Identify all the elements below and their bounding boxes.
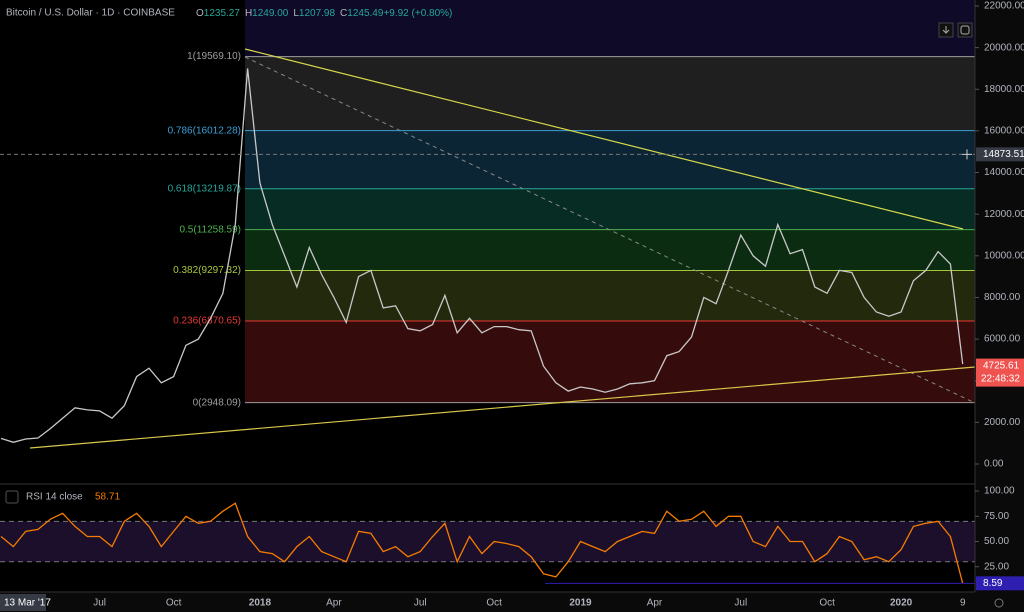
y-tick-label: 100.00 <box>984 486 1015 497</box>
zone-top <box>245 0 975 57</box>
y-tick-label: 25.00 <box>984 561 1009 572</box>
x-tick-label: Oct <box>166 598 182 609</box>
y-tick-label: 8000.00 <box>984 292 1021 303</box>
ohlc-key: L <box>293 8 299 19</box>
rsi-title: RSI 14 close <box>26 492 83 503</box>
fib-trend-line <box>244 56 976 404</box>
series-line <box>0 502 964 584</box>
ohlc-key: C <box>340 8 347 19</box>
ohlc-value: 1207.98 <box>299 8 336 19</box>
fullscreen-button[interactable] <box>957 22 973 38</box>
fib-zone <box>245 270 975 321</box>
x-tick-label: Oct <box>486 598 502 609</box>
ohlc-key: O <box>196 8 204 19</box>
x-tick-label: 2020 <box>890 598 913 609</box>
fullscreen-icon <box>960 25 970 35</box>
rsi-legend: RSI 14 close 58.71 <box>5 490 120 504</box>
ohlc-values: O1235.27 H1249.00 L1207.98 C1245.49+9.92 (+… <box>196 8 452 19</box>
x-tick-label: Apr <box>326 598 342 609</box>
rsi-legend-value: 58.71 <box>95 492 120 503</box>
y-tick-label: 22000.00 <box>984 1 1024 12</box>
last-price: 4725.61 <box>983 360 1020 371</box>
y-tick-label: 16000.00 <box>984 126 1024 137</box>
crosshair-cross <box>962 149 972 160</box>
ohlc-value: 1249.00 <box>252 8 289 19</box>
crosshair-value: 14873.51 <box>983 149 1024 160</box>
y-tick-label: 10000.00 <box>984 250 1024 261</box>
y-tick-label: 0.00 <box>984 459 1004 470</box>
fib-label: 0.382(9297.32) <box>173 265 241 276</box>
y-tick-label: 75.00 <box>984 511 1009 522</box>
x-tick-label: Jul <box>734 598 747 609</box>
ohlc-value: 1235.27 <box>204 8 241 19</box>
time-axis <box>0 592 1024 612</box>
x-tick-label: 2019 <box>569 598 592 609</box>
fib-label: 0.5(11258.59) <box>179 224 241 235</box>
crosshair-badge <box>976 147 1024 162</box>
fib-zone <box>245 229 975 271</box>
fib-zone <box>245 320 975 403</box>
fib-zone <box>245 56 975 131</box>
last-price-badge <box>976 358 1024 387</box>
y-tick-label: 12000.00 <box>984 209 1024 220</box>
fib-label: 0.786(16012.28) <box>168 125 241 136</box>
value-badge <box>976 576 1024 591</box>
series-line <box>0 68 964 443</box>
date-badge <box>0 594 46 611</box>
settings-button[interactable] <box>994 598 1004 608</box>
y-tick-label: 14000.00 <box>984 167 1024 178</box>
ohlc-value: +9.92 (+0.80%) <box>383 8 452 19</box>
x-tick-label: 9 <box>960 598 966 609</box>
ohlc-key: H <box>245 8 252 19</box>
x-tick-label: 2018 <box>249 598 272 609</box>
fib-label: 1(19569.10) <box>187 51 241 62</box>
trend-line <box>29 366 976 449</box>
fib-label: 0(2948.09) <box>193 397 241 408</box>
fib-zone <box>245 188 975 230</box>
collapse-button[interactable] <box>5 490 19 504</box>
download-icon <box>942 26 950 34</box>
y-tick-label: 18000.00 <box>984 84 1024 95</box>
rsi-pane <box>0 502 975 584</box>
y-tick-label: 20000.00 <box>984 42 1024 53</box>
rsi-band <box>0 521 975 562</box>
symbol-title: Bitcoin / U.S. Dollar · 1D · COINBASE <box>6 8 175 19</box>
fib-label: 0.618(13219.87) <box>168 183 241 194</box>
header: Bitcoin / U.S. Dollar · 1D · COINBASE O1… <box>6 8 452 19</box>
fib-label: 0.236(6870.65) <box>173 316 241 327</box>
fib-retracement: 1(19569.10) 0.786(16012.28) 0.618(13219.87… <box>168 51 975 408</box>
x-tick-label: Jul <box>414 598 427 609</box>
price-pane <box>0 68 964 443</box>
value-label: 8.59 <box>983 578 1003 589</box>
y-tick-label: 50.00 <box>984 536 1009 547</box>
fib-zone <box>245 130 975 189</box>
price-axis <box>975 0 1024 612</box>
x-tick-label: Jul <box>93 598 106 609</box>
y-tick-label: 2000.00 <box>984 417 1021 428</box>
y-tick-label: 6000.00 <box>984 334 1021 345</box>
x-tick-label: Oct <box>819 598 835 609</box>
countdown: 22:48:32 <box>981 373 1020 384</box>
x-tick-label: 13 Mar '17 <box>4 598 51 609</box>
trend-line <box>244 48 964 230</box>
ohlc-value: 1245.49 <box>347 8 384 19</box>
x-tick-label: Apr <box>647 598 663 609</box>
